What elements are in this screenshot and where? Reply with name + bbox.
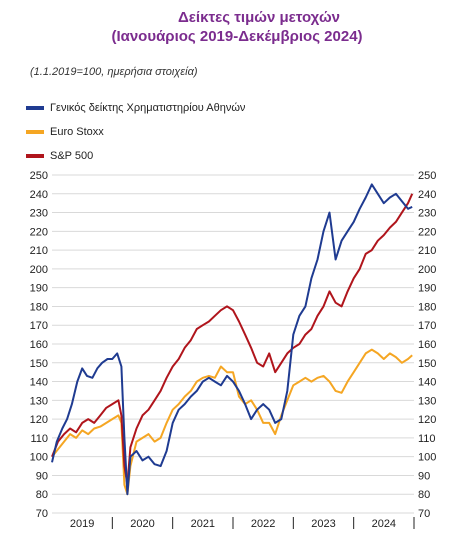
x-tick-2019: 2019	[70, 518, 94, 530]
y-tick-left-70: 70	[36, 508, 48, 520]
y-tick-left-150: 150	[30, 358, 48, 370]
series-line-2	[51, 193, 414, 486]
y-tick-left-220: 220	[30, 226, 48, 238]
legend-swatch-eurostoxx	[26, 130, 44, 134]
y-tick-right-150: 150	[418, 358, 436, 370]
y-tick-left-80: 80	[36, 489, 48, 501]
legend-label-eurostoxx: Euro Stoxx	[50, 126, 104, 138]
y-tick-left-200: 200	[30, 264, 48, 276]
y-tick-right-220: 220	[418, 226, 436, 238]
y-axis-left: 70 80 90 100 110 120 130 140 150 160 170 180 190 200 2…	[30, 170, 48, 520]
series-line-1	[51, 348, 413, 496]
y-tick-right-110: 110	[418, 433, 436, 445]
legend-item-athens: Γενικός δείκτης Χρηματιστηρίου Αθηνών	[26, 96, 245, 120]
y-tick-left-210: 210	[30, 245, 48, 257]
legend-item-eurostoxx: Euro Stoxx	[26, 120, 245, 144]
x-axis: 2019 2020 2021 2022 2023 2024	[70, 517, 415, 530]
legend-swatch-athens	[26, 106, 44, 110]
x-tick-2020: 2020	[130, 518, 154, 530]
y-tick-left-160: 160	[30, 339, 48, 351]
x-tick-2021: 2021	[191, 518, 215, 530]
legend-item-sp500: S&P 500	[26, 144, 245, 168]
y-axis-right: 70 80 90 100 110 120 130 140 150 160 170 180 190 200 2…	[418, 170, 436, 520]
y-tick-right-230: 230	[418, 208, 436, 220]
y-tick-left-180: 180	[30, 301, 48, 313]
chart-title: Δείκτες τιμών μετοχών	[178, 9, 340, 26]
legend-label-athens: Γενικός δείκτης Χρηματιστηρίου Αθηνών	[50, 102, 246, 114]
y-tick-left-120: 120	[30, 414, 48, 426]
chart-note: (1.1.2019=100, ημερήσια στοιχεία)	[30, 66, 198, 78]
y-tick-right-210: 210	[418, 245, 436, 257]
legend-swatch-sp500	[26, 154, 44, 158]
legend-label-sp500: S&P 500	[50, 150, 94, 162]
x-tick-2024: 2024	[372, 518, 396, 530]
y-tick-right-180: 180	[418, 301, 436, 313]
x-tick-2022: 2022	[251, 518, 275, 530]
y-tick-right-200: 200	[418, 264, 436, 276]
y-tick-right-120: 120	[418, 414, 436, 426]
chart-subtitle: (Ιανουάριος 2019-Δεκέμβριος 2024)	[111, 28, 363, 45]
y-tick-right-80: 80	[418, 489, 430, 501]
y-tick-right-240: 240	[418, 189, 436, 201]
y-tick-left-250: 250	[30, 170, 48, 182]
y-tick-left-140: 140	[30, 377, 48, 389]
legend: Γενικός δείκτης Χρηματιστηρίου Αθηνών Eu…	[26, 96, 245, 168]
y-tick-right-190: 190	[418, 283, 436, 295]
y-tick-left-190: 190	[30, 283, 48, 295]
y-tick-right-90: 90	[418, 470, 430, 482]
y-tick-right-250: 250	[418, 170, 436, 182]
y-tick-left-90: 90	[36, 470, 48, 482]
y-tick-right-100: 100	[418, 452, 436, 464]
y-tick-left-130: 130	[30, 395, 48, 407]
y-tick-right-140: 140	[418, 377, 436, 389]
y-tick-right-170: 170	[418, 320, 436, 332]
y-tick-left-230: 230	[30, 208, 48, 220]
line-chart: 70 80 90 100 110 120 130 140 150 160 170 180 190 200 2…	[30, 170, 437, 530]
x-tick-2023: 2023	[311, 518, 335, 530]
series-line-0	[51, 183, 413, 496]
y-tick-left-240: 240	[30, 189, 48, 201]
y-tick-right-160: 160	[418, 339, 436, 351]
y-tick-right-130: 130	[418, 395, 436, 407]
grid	[52, 174, 414, 514]
y-tick-left-110: 110	[30, 433, 48, 445]
series-lines	[51, 183, 414, 496]
y-tick-right-70: 70	[418, 508, 430, 520]
y-tick-left-170: 170	[30, 320, 48, 332]
y-tick-left-100: 100	[30, 452, 48, 464]
